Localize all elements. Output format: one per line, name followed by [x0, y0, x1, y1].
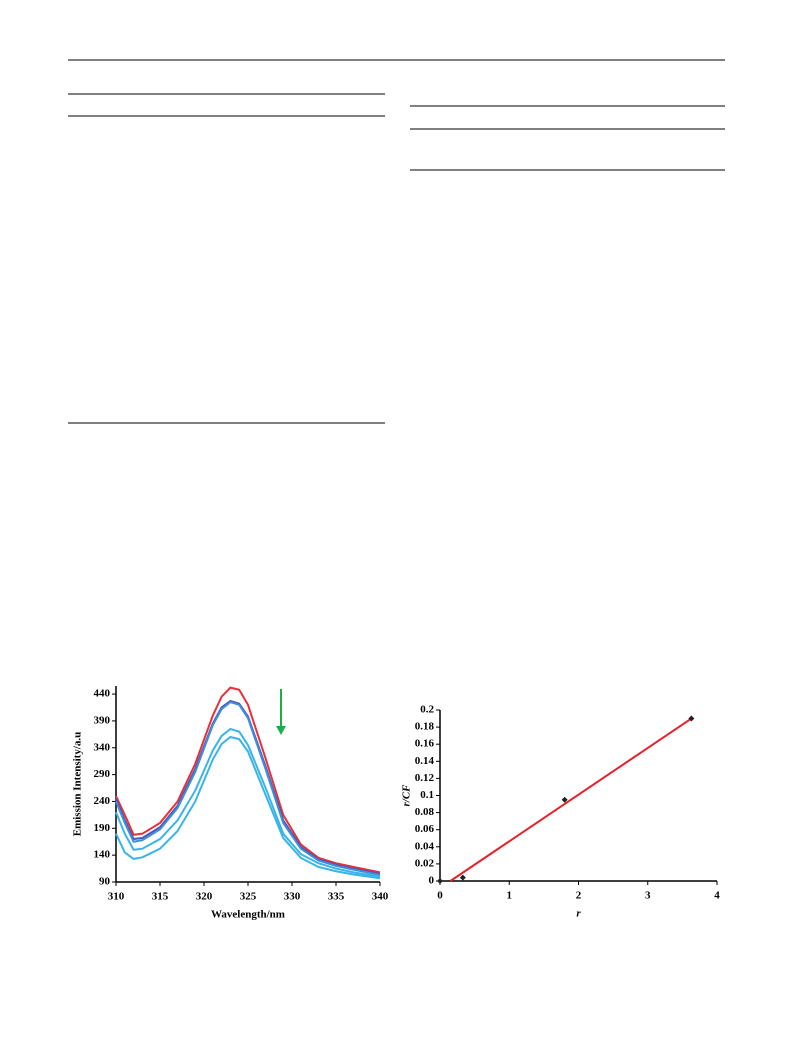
series-line [115, 701, 381, 876]
arrow-head [276, 726, 286, 735]
rules [68, 59, 725, 424]
x-axis-label: Wavelength/nm [211, 909, 285, 921]
x-tick-label: 1 [507, 890, 513, 902]
y-tick-label: 440 [94, 688, 111, 700]
series-line [115, 686, 381, 874]
x-axis-label: r [576, 908, 581, 920]
y-axis-label: r/CF [401, 784, 413, 807]
x-tick-label: 2 [576, 890, 582, 902]
y-tick-label: 240 [94, 795, 111, 807]
y-tick-label: 0 [429, 875, 435, 887]
y-tick-label: 0.04 [415, 840, 435, 852]
y-tick-label: 0.12 [415, 772, 435, 784]
y-tick-label: 0.06 [415, 823, 435, 835]
fit-line [449, 717, 692, 882]
x-tick-label: 0 [437, 890, 443, 902]
y-tick-label: 0.02 [415, 857, 435, 869]
x-tick-label: 340 [372, 891, 389, 903]
x-tick-label: 4 [714, 890, 720, 902]
x-tick-label: 3 [645, 890, 651, 902]
point [561, 796, 568, 803]
point [688, 715, 695, 722]
y-tick-label: 0.18 [415, 721, 435, 733]
point [459, 874, 466, 881]
x-tick-label: 325 [240, 891, 257, 903]
y-tick-label: 0.14 [415, 755, 435, 767]
series-line [115, 735, 381, 880]
arrow [276, 689, 286, 735]
y-tick-label: 340 [94, 741, 111, 753]
x-tick-label: 320 [196, 891, 213, 903]
y-tick-label: 0.1 [420, 789, 434, 801]
x-tick-label: 310 [108, 891, 125, 903]
y-tick-label: 290 [94, 768, 111, 780]
y-tick-label: 0.08 [415, 806, 435, 818]
y-tick-label: 190 [94, 822, 111, 834]
y-tick-label: 390 [94, 714, 111, 726]
point [437, 878, 443, 884]
series-line [115, 699, 381, 875]
series-line [115, 727, 381, 878]
x-tick-label: 315 [152, 891, 169, 903]
y-tick-label: 0.2 [420, 704, 434, 716]
y-tick-label: 0.16 [415, 738, 435, 750]
x-tick-label: 330 [284, 891, 301, 903]
y-tick-label: 140 [94, 849, 111, 861]
x-tick-label: 335 [328, 891, 345, 903]
y-axis-label: Emission Intensity/a.u [72, 732, 84, 837]
y-tick-label: 90 [99, 876, 111, 888]
